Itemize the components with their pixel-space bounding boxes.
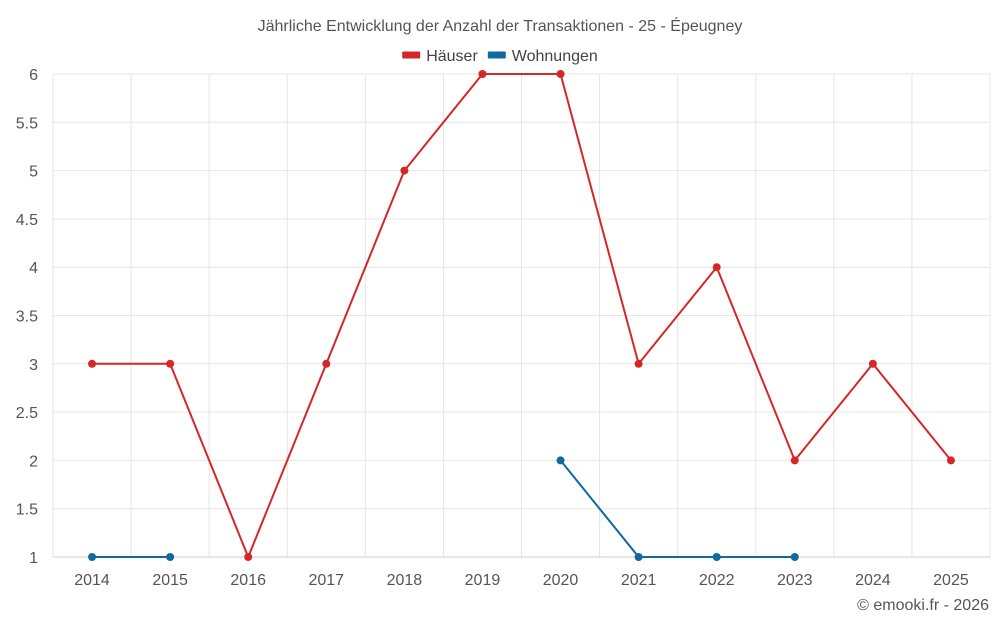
x-tick-label: 2014 xyxy=(74,572,110,589)
y-tick-label: 2.5 xyxy=(16,405,38,422)
y-tick-label: 2 xyxy=(29,453,38,470)
data-point[interactable] xyxy=(244,553,253,561)
data-point[interactable] xyxy=(634,359,643,368)
y-tick-label: 5 xyxy=(29,164,38,181)
series-1 xyxy=(88,456,799,561)
data-point[interactable] xyxy=(166,553,175,561)
x-tick-label: 2016 xyxy=(230,572,266,589)
x-tick-label: 2021 xyxy=(621,572,657,589)
legend-swatch xyxy=(487,51,506,59)
chart-title: Jährliche Entwicklung der Anzahl der Tra… xyxy=(258,16,743,35)
series-line xyxy=(559,459,796,558)
data-point[interactable] xyxy=(88,359,97,368)
data-point[interactable] xyxy=(88,553,97,561)
x-tick-label: 2022 xyxy=(699,572,735,589)
data-point[interactable] xyxy=(712,263,721,272)
series-0 xyxy=(88,70,955,561)
y-tick-label: 6 xyxy=(29,67,38,84)
x-tick-label: 2017 xyxy=(308,572,344,589)
grid xyxy=(52,73,991,558)
x-tick-label: 2020 xyxy=(543,572,579,589)
data-point[interactable] xyxy=(556,70,565,78)
data-point[interactable] xyxy=(556,456,565,465)
x-tick-label: 2019 xyxy=(465,572,501,589)
data-point[interactable] xyxy=(400,166,409,175)
data-point[interactable] xyxy=(712,553,721,561)
data-point[interactable] xyxy=(790,553,799,561)
y-tick-label: 5.5 xyxy=(16,115,38,132)
x-axis-ticks: 2014 2015 2016 2017 2018 2019 2020 2021 2022 2023… xyxy=(74,572,969,589)
data-point[interactable] xyxy=(322,359,331,368)
data-point[interactable] xyxy=(946,456,955,465)
y-axis-ticks: 1 1.5 2 2.5 3 3.5 4 4.5 5 5.5 6 xyxy=(16,67,38,567)
x-tick-label: 2015 xyxy=(152,572,188,589)
y-tick-label: 1 xyxy=(29,550,38,567)
x-tick-label: 2025 xyxy=(933,572,969,589)
x-tick-label: 2018 xyxy=(387,572,423,589)
legend[interactable]: Häuser Wohnungen xyxy=(402,48,598,65)
y-tick-label: 3 xyxy=(29,357,38,374)
y-tick-label: 4.5 xyxy=(16,212,38,229)
data-point[interactable] xyxy=(166,359,175,368)
data-point[interactable] xyxy=(634,553,643,561)
legend-label: Häuser xyxy=(426,48,478,65)
y-tick-label: 3.5 xyxy=(16,309,38,326)
legend-swatch xyxy=(402,51,421,59)
series xyxy=(88,70,955,561)
legend-item[interactable]: Wohnungen xyxy=(487,48,598,65)
legend-item[interactable]: Häuser xyxy=(402,48,478,65)
legend-label: Wohnungen xyxy=(512,48,598,65)
data-point[interactable] xyxy=(868,359,877,368)
data-point[interactable] xyxy=(478,70,487,78)
data-point[interactable] xyxy=(790,456,799,465)
x-tick-label: 2023 xyxy=(777,572,813,589)
y-tick-label: 4 xyxy=(29,260,38,277)
x-tick-label: 2024 xyxy=(855,572,891,589)
series-line xyxy=(91,73,952,558)
y-tick-label: 1.5 xyxy=(16,502,38,519)
credit: © emooki.fr - 2026 xyxy=(857,597,989,614)
